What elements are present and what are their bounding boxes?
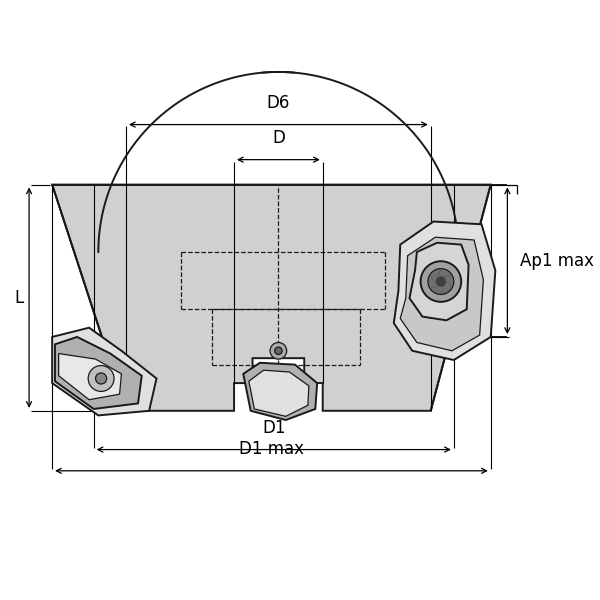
Polygon shape — [52, 328, 157, 415]
Text: D: D — [272, 129, 285, 147]
Text: D6: D6 — [266, 94, 290, 112]
Polygon shape — [249, 370, 309, 416]
Circle shape — [428, 269, 454, 295]
Circle shape — [275, 347, 282, 355]
Text: D1: D1 — [262, 419, 286, 437]
Text: D1 max: D1 max — [239, 440, 304, 458]
Circle shape — [270, 343, 287, 359]
Circle shape — [421, 261, 461, 302]
Polygon shape — [243, 363, 317, 420]
Circle shape — [95, 373, 107, 384]
Circle shape — [436, 277, 445, 286]
Polygon shape — [55, 337, 142, 409]
Polygon shape — [400, 237, 484, 351]
Polygon shape — [52, 185, 491, 411]
Polygon shape — [409, 243, 469, 320]
Text: L: L — [14, 289, 23, 307]
Text: Ap1 max: Ap1 max — [520, 252, 594, 270]
Polygon shape — [394, 221, 496, 360]
Polygon shape — [59, 353, 121, 400]
Circle shape — [88, 365, 114, 391]
